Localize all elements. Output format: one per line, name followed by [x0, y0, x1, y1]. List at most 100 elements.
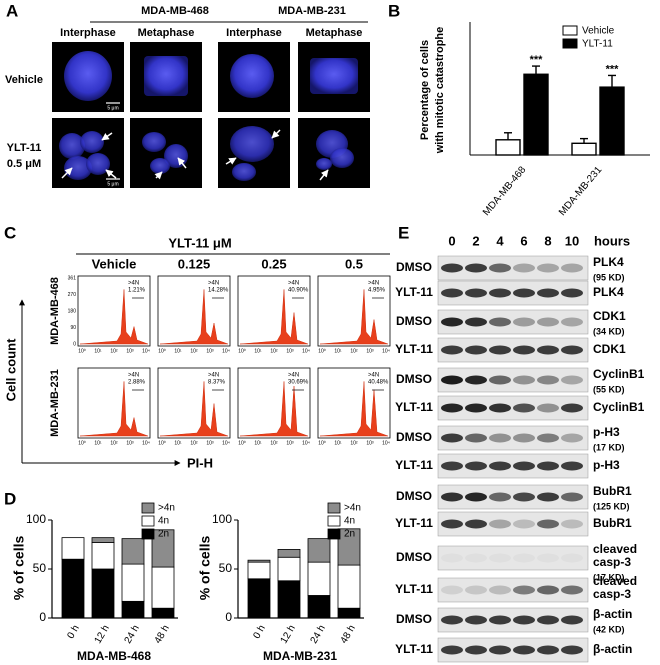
cell-line-header: MDA-MB-231: [278, 5, 346, 17]
treatment-label: DMSO: [396, 489, 432, 503]
blot-band: [513, 433, 535, 443]
arrow: [101, 132, 113, 141]
x-tick-label: 10³: [366, 440, 374, 446]
x-tick-label: 10³: [126, 440, 134, 446]
blot-band: [561, 461, 583, 471]
bar-segment: [337, 528, 361, 566]
blot-band: [561, 519, 583, 529]
mw-label: (42 KD): [593, 624, 625, 634]
blot-band: [561, 375, 583, 385]
x-axis-label: PI-H: [187, 455, 213, 470]
y-tick-label: 0: [73, 341, 76, 347]
histogram-trace: [239, 289, 309, 345]
protein-label: p-H3: [593, 458, 620, 472]
x-tick-label: 10⁰: [158, 348, 166, 354]
y-tick-label: 100: [26, 512, 46, 526]
blot-band: [561, 615, 583, 625]
bar-segment: [247, 578, 271, 619]
gate-label: >4N: [208, 373, 219, 379]
blot-band: [465, 375, 487, 385]
chart-title: MDA-MB-231: [263, 649, 337, 663]
blot-band: [561, 263, 583, 273]
bar-segment: [307, 561, 331, 596]
blot-band: [489, 519, 511, 529]
arrow: [177, 157, 187, 169]
x-tick-label: 10⁴: [222, 348, 230, 354]
blot-band: [537, 519, 559, 529]
legend-label: Vehicle: [582, 26, 615, 37]
bar-segment: [307, 595, 331, 619]
time-point: 6: [520, 233, 527, 248]
nucleus: [150, 158, 170, 174]
blot-band: [489, 492, 511, 502]
blot-band: [513, 492, 535, 502]
blot-band: [441, 519, 463, 529]
row-label: MDA-MB-468: [49, 277, 61, 345]
mw-label: (125 KD): [593, 501, 630, 511]
legend-label: 4n: [158, 516, 169, 527]
x-tick-label: 10⁰: [238, 348, 246, 354]
blot-band: [489, 263, 511, 273]
treatment-label: DMSO: [396, 260, 432, 274]
bar-segment: [277, 556, 301, 582]
protein-label: BubR1: [593, 516, 632, 530]
x-tick-label: 0 h: [251, 623, 267, 641]
gate-percentage: 8.37%: [208, 380, 226, 386]
protein-label: β-actin: [593, 642, 632, 656]
blot-band: [489, 554, 511, 563]
blot-band: [465, 519, 487, 529]
x-tick-label: 10⁴: [382, 440, 390, 446]
blot-band: [513, 645, 535, 655]
phase-header: Metaphase: [306, 27, 363, 39]
legend-label: >4n: [158, 503, 175, 514]
protein-label: CDK1: [593, 309, 626, 323]
legend-label: 4n: [344, 516, 355, 527]
chromosome-plate: [310, 58, 358, 94]
treatment-label: DMSO: [396, 314, 432, 328]
legend-label: YLT-11: [582, 39, 613, 50]
treatment-label: YLT-11: [395, 458, 433, 472]
time-point: 10: [565, 233, 579, 248]
blot-band: [441, 461, 463, 471]
x-tick-label: 10¹: [254, 440, 262, 446]
gate-label: >4N: [128, 373, 139, 379]
significance: ***: [606, 63, 620, 75]
blot-band: [489, 433, 511, 443]
blot-band: [441, 615, 463, 625]
time-unit: hours: [594, 233, 630, 248]
x-tick-label: 10⁴: [302, 348, 310, 354]
nucleus: [330, 148, 354, 168]
gate-percentage: 4.95%: [368, 288, 386, 294]
nucleus: [59, 133, 85, 159]
y-tick-label: 0: [225, 610, 232, 624]
blot-band: [537, 288, 559, 298]
bar-segment: [277, 580, 301, 619]
blot-band: [513, 288, 535, 298]
protein-label: PLK4: [593, 255, 624, 269]
blot-band: [561, 433, 583, 443]
gate-percentage: 40.90%: [288, 288, 309, 294]
x-tick-label: 10¹: [254, 348, 262, 354]
x-tick-label: MDA-MB-231: [557, 164, 605, 218]
blot-band: [561, 492, 583, 502]
blot-band: [537, 461, 559, 471]
blot-band: [441, 375, 463, 385]
blot-band: [441, 403, 463, 413]
legend-label: 2n: [344, 529, 355, 540]
gate-label: >4N: [208, 281, 219, 287]
mw-label: (55 KD): [593, 384, 625, 394]
y-axis-label: with mitotic catastrophe: [434, 27, 446, 155]
y-axis-label: % of cells: [197, 536, 213, 601]
gate-label: >4N: [288, 373, 299, 379]
blot-band: [489, 403, 511, 413]
x-tick-label: 24 h: [309, 623, 328, 645]
bar-segment: [277, 549, 301, 558]
blot-band: [561, 585, 583, 595]
nucleus: [316, 158, 332, 170]
histogram-frame: [317, 275, 391, 347]
blot-band: [537, 645, 559, 655]
x-tick-label: 10⁰: [318, 440, 326, 446]
legend-swatch: [562, 38, 578, 49]
blot-band: [513, 615, 535, 625]
